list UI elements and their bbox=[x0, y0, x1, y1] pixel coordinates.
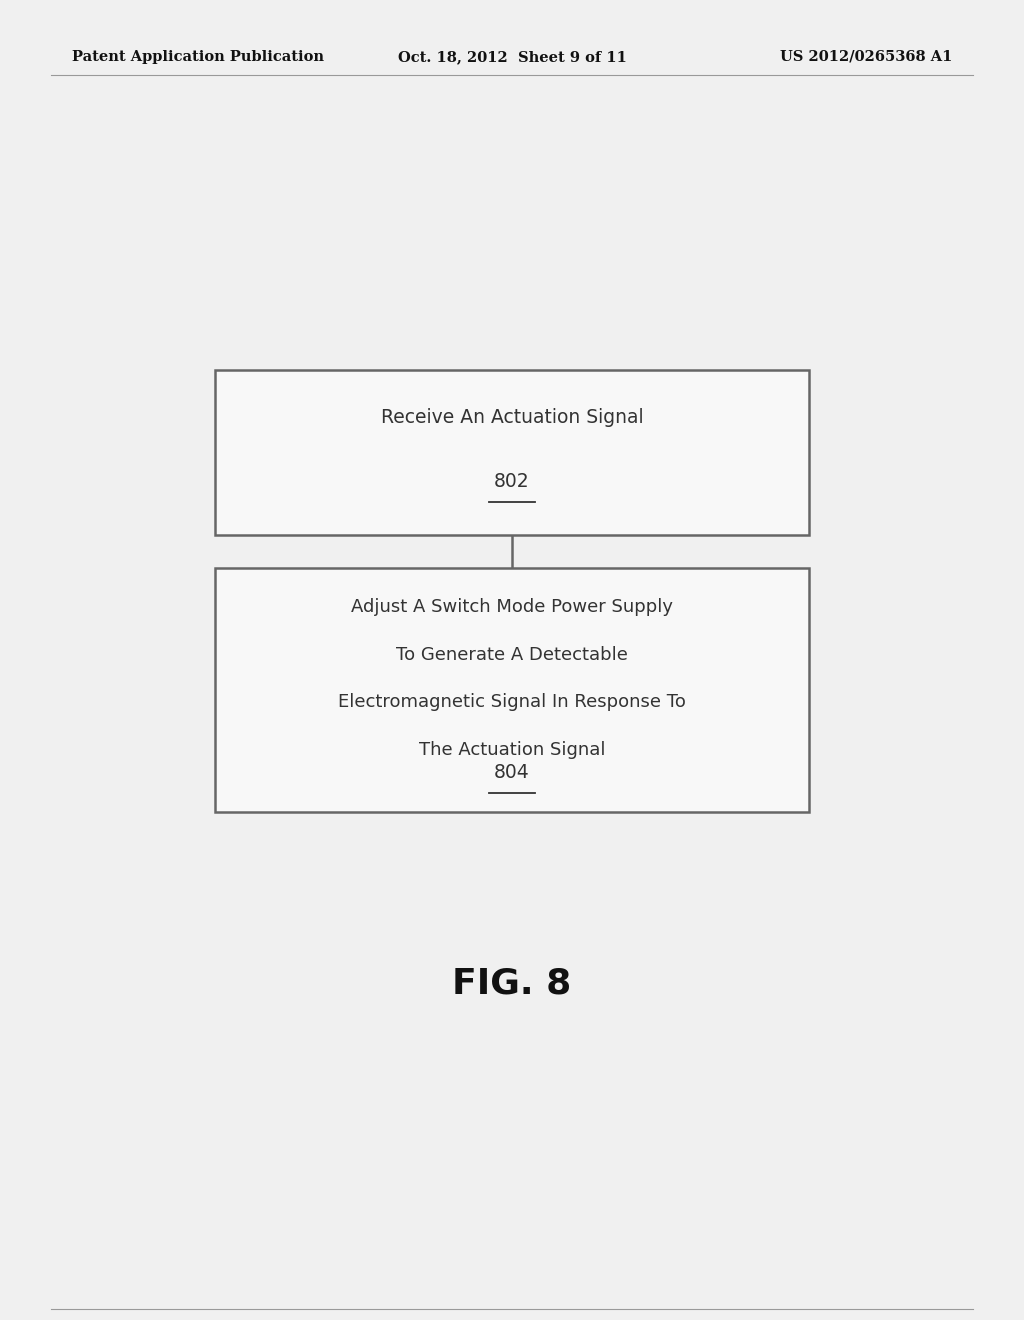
Text: Adjust A Switch Mode Power Supply: Adjust A Switch Mode Power Supply bbox=[351, 598, 673, 616]
Text: Electromagnetic Signal In Response To: Electromagnetic Signal In Response To bbox=[338, 693, 686, 711]
Text: US 2012/0265368 A1: US 2012/0265368 A1 bbox=[780, 50, 952, 63]
Text: FIG. 8: FIG. 8 bbox=[453, 966, 571, 1001]
Text: 804: 804 bbox=[495, 763, 529, 781]
Text: Receive An Actuation Signal: Receive An Actuation Signal bbox=[381, 408, 643, 428]
Text: Patent Application Publication: Patent Application Publication bbox=[72, 50, 324, 63]
Text: To Generate A Detectable: To Generate A Detectable bbox=[396, 645, 628, 664]
Text: 802: 802 bbox=[495, 471, 529, 491]
Bar bbox=[215, 568, 809, 812]
Text: Oct. 18, 2012  Sheet 9 of 11: Oct. 18, 2012 Sheet 9 of 11 bbox=[397, 50, 627, 63]
Bar bbox=[215, 370, 809, 535]
Text: The Actuation Signal: The Actuation Signal bbox=[419, 741, 605, 759]
